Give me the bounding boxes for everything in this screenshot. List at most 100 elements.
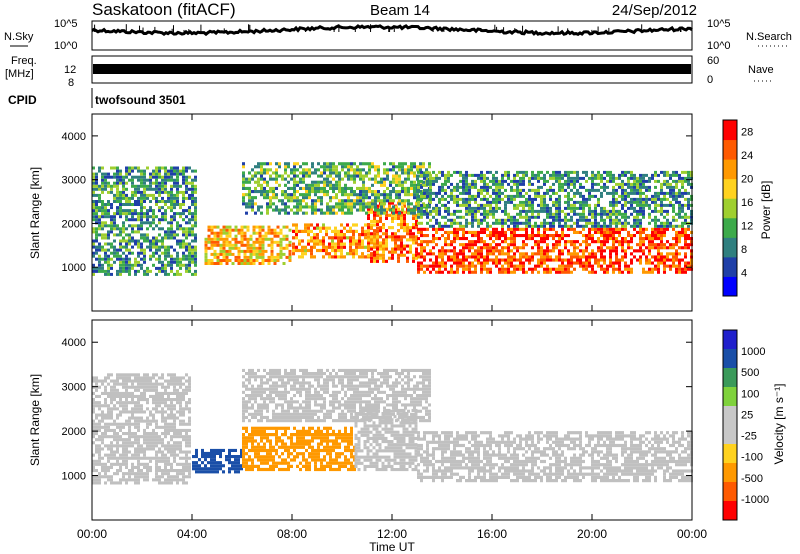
power-cell: [101, 166, 104, 170]
power-cell: [636, 176, 639, 180]
velocity-cell: [131, 385, 134, 389]
power-cell: [409, 226, 412, 230]
power-cell: [125, 193, 128, 197]
velocity-cell: [149, 469, 152, 473]
velocity-cell: [128, 432, 131, 436]
power-cell: [438, 212, 441, 216]
power-cell: [654, 206, 657, 210]
power-cell: [651, 227, 654, 231]
power-cell: [164, 233, 167, 237]
power-cell: [546, 227, 549, 231]
power-cell: [155, 166, 158, 170]
power-cell: [609, 221, 612, 225]
power-cell: [282, 225, 286, 229]
power-cell: [176, 233, 179, 237]
power-cell: [398, 183, 401, 187]
power-cell: [395, 196, 398, 200]
power-cell: [591, 252, 594, 256]
power-cell: [158, 193, 161, 197]
power-cell: [438, 191, 441, 195]
power-cell: [329, 199, 332, 203]
power-cell: [337, 229, 340, 233]
power-cell: [546, 246, 549, 250]
power-cell: [128, 166, 131, 170]
power-cell: [119, 196, 122, 200]
power-cell: [314, 193, 317, 197]
power-cell: [609, 170, 612, 174]
power-cell: [164, 269, 167, 273]
power-cell: [361, 245, 364, 249]
power-cell: [341, 162, 344, 166]
power-cell: [489, 170, 492, 174]
power-cell: [546, 191, 549, 195]
power-cell: [92, 184, 95, 188]
power-cell: [164, 215, 167, 219]
velocity-cell: [158, 450, 161, 454]
power-cell: [504, 200, 507, 204]
power-cell: [382, 226, 385, 230]
power-cell: [344, 193, 347, 197]
power-cell: [573, 179, 576, 183]
power-cell: [648, 252, 651, 256]
power-cell: [603, 188, 606, 192]
power-cell: [395, 174, 398, 178]
power-cell: [510, 200, 513, 204]
power-cell: [567, 182, 570, 186]
power-cell: [116, 227, 119, 231]
power-cell: [543, 224, 546, 228]
power-cell: [270, 231, 274, 235]
power-cell: [404, 168, 407, 172]
power-cell: [278, 162, 281, 166]
power-cell: [119, 233, 122, 237]
power-cell: [612, 206, 615, 210]
velocity-cell: [134, 475, 137, 479]
power-cell: [426, 267, 429, 271]
power-cell: [415, 216, 418, 220]
power-cell: [567, 191, 570, 195]
velocity-cell: [116, 441, 119, 445]
power-cell: [382, 232, 385, 236]
power-cell: [633, 209, 636, 213]
power-cell: [648, 203, 651, 207]
power-cell: [92, 245, 95, 249]
power-cell: [219, 246, 223, 250]
velocity-cell: [134, 394, 137, 398]
power-cell: [537, 230, 540, 234]
power-cell: [338, 202, 341, 206]
power-cell: [684, 197, 687, 201]
velocity-cell: [173, 453, 176, 457]
power-cell: [278, 199, 281, 203]
power-cell: [173, 233, 176, 237]
power-cell: [134, 203, 137, 206]
power-cell: [519, 212, 522, 216]
power-cell: [528, 258, 531, 262]
power-cell: [373, 238, 376, 242]
power-cell: [486, 234, 489, 238]
power-cell: [669, 185, 672, 189]
power-cell: [413, 162, 416, 166]
power-cell: [347, 165, 350, 169]
velocity-cell: [164, 462, 167, 466]
velocity-cell: [152, 413, 155, 417]
velocity-cell: [161, 410, 164, 414]
power-cell: [344, 199, 347, 203]
power-cell: [95, 200, 98, 203]
power-cell: [242, 186, 245, 190]
velocity-cell: [155, 419, 158, 423]
power-cell: [681, 215, 684, 219]
power-cell: [465, 179, 468, 183]
power-cell: [567, 252, 570, 256]
freq-tick-top: 12: [64, 64, 76, 76]
power-cell: [459, 170, 462, 174]
power-cell: [594, 230, 597, 234]
power-cell: [404, 162, 407, 166]
velocity-cell: [92, 469, 95, 473]
power-cell: [394, 213, 397, 217]
power-cell: [385, 207, 388, 211]
power-cell: [252, 231, 256, 235]
power-cell: [537, 185, 540, 189]
power-cell: [462, 252, 465, 256]
velocity-cell: [107, 475, 110, 479]
power-cell: [101, 236, 104, 240]
